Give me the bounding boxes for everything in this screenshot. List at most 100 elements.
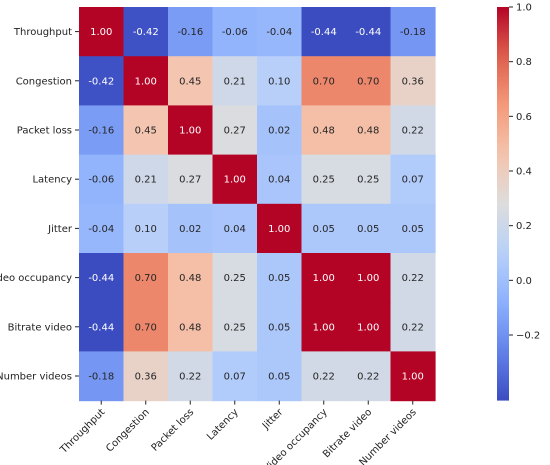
heatmap-cell [212,203,258,254]
cell-value-label: 0.70 [135,273,157,284]
heatmap-cell [346,7,392,57]
cell-value-label: 0.05 [357,224,379,235]
heatmap-cell [168,302,214,352]
heatmap-cell [346,56,392,106]
cell-value-label: 0.05 [268,372,290,383]
heatmap-cell [390,56,436,106]
heatmap-cell [79,105,125,156]
cell-value-label: 0.48 [179,322,201,333]
heatmap-cell [257,7,303,57]
cell-value-label: 0.22 [179,372,201,383]
y-tick-label: Bitrate video [8,322,72,333]
heatmap-cell [212,105,258,156]
cell-value-label: 1.00 [224,175,246,186]
cell-value-label: 0.05 [402,224,424,235]
heatmap-cell [390,253,436,303]
cell-value-label: 0.45 [135,126,157,137]
cell-value-label: 0.21 [224,76,246,87]
heatmap-cell [346,203,392,254]
heatmap-cell [123,302,169,352]
heatmap-cell [390,351,436,402]
heatmap-cell [346,154,392,205]
cell-value-label: 0.48 [357,126,379,137]
y-tick-label: Packet loss [17,126,72,137]
heatmap-cell [79,351,125,402]
cell-value-label: -0.18 [400,27,426,38]
heatmap-cell [168,154,214,205]
heatmap-cell [212,253,258,303]
cell-value-label: 0.07 [402,175,424,186]
cell-value-label: 0.04 [224,224,246,235]
cell-value-label: 0.22 [313,372,335,383]
y-tick-label: Number videos [0,372,72,383]
cell-value-label: 1.00 [90,27,112,38]
colorbar-tick-label: 1.0 [516,3,532,14]
cell-value-label: 0.07 [224,372,246,383]
heatmap-cell [257,56,303,106]
cell-value-label: 0.05 [313,224,335,235]
x-tick-label: Congestion [104,407,152,455]
cell-value-label: 0.02 [268,126,290,137]
heatmap-cell [79,154,125,205]
heatmap-cell [346,351,392,402]
colorbar-tick-label: 0.4 [516,167,532,178]
cell-value-label: 0.05 [268,273,290,284]
heatmap-cell [257,154,303,205]
heatmap-cell [301,56,347,106]
cell-value-label: -0.42 [133,27,159,38]
colorbar-tick-label: 0.8 [516,57,532,68]
cell-value-label: 0.27 [179,175,201,186]
cell-value-label: 0.04 [268,175,290,186]
heatmap-cell [301,154,347,205]
heatmap-cell [301,203,347,254]
heatmap-cell [212,351,258,402]
heatmap-cell [301,351,347,402]
heatmap-cell [257,351,303,402]
colorbar: −0.2 0.0 0.2 0.4 0.6 0.8 1.0 [497,3,540,401]
x-tick-label: Latency [205,407,241,443]
heatmap-cell [79,302,125,352]
heatmap-cell [79,253,125,303]
heatmap-cell [390,7,436,57]
heatmap-cell [123,105,169,156]
heatmap-cell [212,302,258,352]
heatmap-cell [301,253,347,303]
cell-value-label: -0.44 [88,273,114,284]
cell-value-label: -0.44 [355,27,381,38]
heatmap-cell [168,56,214,106]
cell-value-label: 1.00 [313,273,335,284]
heatmap-cell [212,56,258,106]
cell-value-label: -0.44 [88,322,114,333]
cell-value-label: -0.42 [88,76,114,87]
cell-value-label: 1.00 [402,372,424,383]
heatmap-cell [168,105,214,156]
heatmap-cell [123,154,169,205]
heatmap-cell [390,302,436,352]
cell-value-label: 1.00 [313,322,335,333]
heatmap-cell [346,302,392,352]
heatmap-cell [301,302,347,352]
heatmap-cell [212,7,258,57]
cell-value-label: 0.22 [402,322,424,333]
cell-value-label: 1.00 [179,126,201,137]
cell-value-label: 0.22 [357,372,379,383]
y-tick-label: Latency [32,175,72,186]
heatmap-cell [301,105,347,156]
cell-value-label: 0.36 [402,76,424,87]
heatmap-cell [123,56,169,106]
cell-value-label: 0.25 [357,175,379,186]
colorbar-tick-label: 0.2 [516,221,532,232]
y-tick-label: Jitter [47,224,73,235]
heatmap-cell [168,7,214,57]
colorbar-tick-label: 0.0 [516,276,532,287]
cell-value-label: 0.36 [135,372,157,383]
y-tick-label: Video occupancy [0,273,72,284]
heatmap-cell [123,7,169,57]
colorbar-tick-label: 0.6 [516,112,532,123]
colorbar-tick-label: −0.2 [516,331,540,342]
heatmap-cell [257,302,303,352]
heatmap-cell [390,154,436,205]
heatmap-cell-labels: 1.00 -0.42 -0.16 -0.06 -0.04 -0.44 -0.44 -0.18 -… [88,27,425,382]
x-tick-label: Jitter [260,406,286,432]
